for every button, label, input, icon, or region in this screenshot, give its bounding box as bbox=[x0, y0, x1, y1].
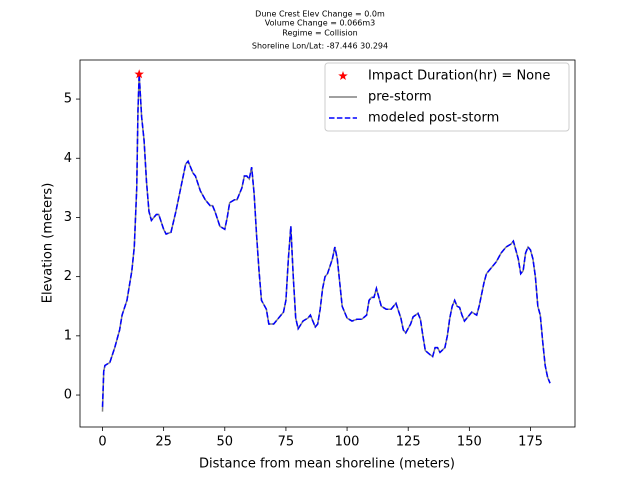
y-tick-label: 2 bbox=[64, 269, 72, 284]
profile-line bbox=[101, 74, 551, 407]
impact-marker bbox=[134, 69, 144, 79]
x-tick-label: 150 bbox=[457, 435, 482, 450]
x-tick-label: 175 bbox=[518, 435, 543, 450]
y-tick-label: 1 bbox=[64, 328, 72, 343]
y-tick-label: 5 bbox=[64, 92, 72, 107]
y-axis-label: Elevation (meters) bbox=[41, 183, 56, 304]
title-line: Shoreline Lon/Lat: -87.446 30.294 bbox=[252, 42, 388, 51]
legend-marker bbox=[338, 71, 348, 81]
x-tick-label: 25 bbox=[155, 435, 172, 450]
y-tick-label: 0 bbox=[64, 388, 72, 403]
title-line: Regime = Collision bbox=[282, 29, 357, 38]
x-tick-label: 125 bbox=[396, 435, 421, 450]
legend-label: modeled post-storm bbox=[368, 111, 499, 126]
x-axis-label: Distance from mean shoreline (meters) bbox=[199, 457, 455, 472]
legend-label: pre-storm bbox=[368, 90, 432, 105]
x-tick-label: 75 bbox=[278, 435, 295, 450]
axes-frame bbox=[79, 59, 576, 428]
title-line: Volume Change = 0.066m3 bbox=[265, 19, 376, 28]
x-tick-label: 50 bbox=[217, 435, 234, 450]
legend-box bbox=[324, 62, 570, 132]
y-tick-label: 3 bbox=[64, 210, 72, 225]
legend: Impact Duration(hr) = None pre-storm model… bbox=[324, 62, 570, 132]
title-line: Dune Crest Elev Change = 0.0m bbox=[255, 10, 385, 19]
y-tick-label: 4 bbox=[64, 151, 72, 166]
x-tick-label: 0 bbox=[98, 435, 106, 450]
x-tick-label: 100 bbox=[335, 435, 360, 450]
legend-label: Impact Duration(hr) = None bbox=[368, 69, 550, 84]
